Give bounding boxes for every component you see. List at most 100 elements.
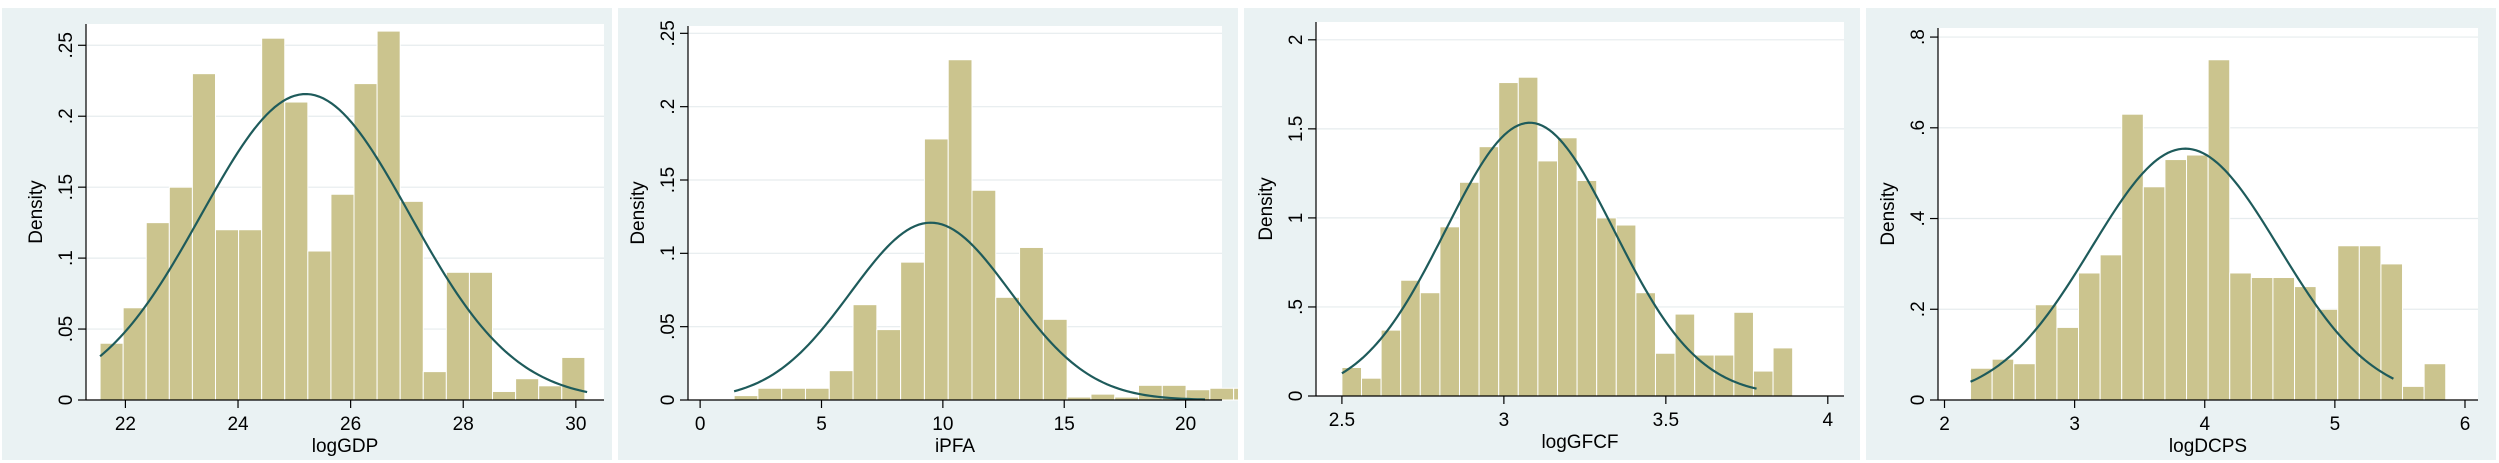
histogram-bar-8	[1498, 82, 1519, 397]
histogram-bar-3	[2034, 304, 2058, 401]
histogram-bar-7	[261, 37, 286, 401]
histogram-bar-6	[876, 329, 902, 401]
y-axis-title: Density	[1878, 182, 1899, 246]
x-tick-label-4: 30	[565, 414, 586, 435]
x-tick-label-1: 24	[227, 414, 249, 435]
histogram-bar-7	[1478, 146, 1500, 397]
x-tick-label-3: 4	[1823, 410, 1834, 431]
histogram-bar-2	[145, 222, 170, 401]
x-axis-title: logGFCF	[1541, 432, 1618, 453]
histogram-loggfcf-svg: 2.5 3 3.5 4 0 .5 1 1.5 2 logGFCF Density	[1256, 22, 1844, 453]
histogram-bar-3	[168, 186, 193, 401]
histogram-bar-3	[804, 387, 830, 401]
x-axis-title: iPFA	[935, 436, 975, 457]
histogram-bar-12	[2229, 272, 2252, 401]
x-tick-label-2: 3.5	[1653, 410, 1679, 431]
histogram-bar-10	[2186, 154, 2209, 401]
histogram-bar-9	[2164, 159, 2188, 401]
y-tick-label-1: .2	[1908, 301, 1929, 317]
histogram-bar-11	[2207, 59, 2231, 401]
histogram-bar-13	[1596, 217, 1617, 397]
histogram-bar-5	[1439, 226, 1460, 397]
x-tick-label-1: 3	[2069, 414, 2080, 435]
histogram-bar-20	[561, 356, 586, 401]
histogram-bar-12	[1019, 246, 1044, 401]
histogram-bar-18	[515, 378, 540, 401]
histogram-bar-15	[445, 271, 470, 401]
histogram-bar-8	[2142, 186, 2166, 401]
x-tick-label-1: 5	[816, 414, 827, 435]
y-tick-label-1: .05	[56, 316, 77, 342]
histogram-ipfa-svg: 0 5 10 15 20 0 .05 .1 .15 .2 .25 iPFA Density	[628, 20, 1238, 457]
y-tick-label-1: .5	[1286, 299, 1307, 315]
histogram-bar-17	[1674, 313, 1696, 397]
histogram-bar-21	[1752, 370, 1774, 397]
histogram-bar-4	[1419, 292, 1441, 397]
histogram-bar-5	[2078, 272, 2101, 401]
x-tick-label-2: 26	[340, 414, 361, 435]
histogram-bar-17	[492, 390, 517, 401]
x-tick-label-4: 20	[1175, 414, 1196, 435]
histogram-bar-12	[376, 30, 401, 401]
histogram-panel-loggfcf: 2.5 3 3.5 4 0 .5 1 1.5 2 logGFCF Density	[1244, 8, 1860, 460]
histogram-bar-20	[1209, 387, 1235, 401]
histogram-bar-2	[2013, 363, 2036, 401]
normal-density-curve	[99, 92, 588, 394]
histogram-bar-1	[757, 387, 783, 401]
x-tick-label-3: 28	[453, 414, 474, 435]
histogram-bar-14	[422, 371, 447, 401]
histogram-bar-10	[1537, 160, 1558, 397]
histogram-bar-10	[330, 193, 355, 401]
histogram-bar-9	[307, 250, 332, 401]
y-tick-label-1: .05	[658, 313, 679, 339]
y-tick-label-5: .25	[658, 20, 679, 46]
x-tick-label-0: 22	[115, 414, 136, 435]
histogram-panel-logdcps: 2 3 4 5 6 0 .2 .4 .6 .8 logDCPS Density	[1866, 8, 2496, 460]
histogram-bar-1	[1361, 377, 1382, 397]
histogram-bar-14	[1615, 224, 1637, 397]
histogram-bar-6	[238, 229, 263, 401]
x-axis-title: logDCPS	[2169, 436, 2247, 457]
histogram-bar-5	[852, 304, 878, 401]
histogram-bar-19	[2380, 263, 2404, 401]
histogram-bar-11	[995, 296, 1021, 401]
histogram-bar-5	[215, 229, 240, 401]
histogram-bar-21	[1233, 387, 1238, 401]
histogram-bar-20	[2402, 385, 2425, 401]
histogram-bar-0	[733, 395, 759, 401]
histogram-bar-18	[2358, 245, 2382, 401]
histogram-bar-15	[1635, 292, 1656, 397]
normal-density-curve	[1341, 121, 1757, 390]
histogram-bar-21	[2423, 363, 2447, 401]
histogram-bar-8	[923, 138, 949, 401]
histogram-bar-17	[2337, 245, 2360, 401]
histogram-bar-15	[2294, 286, 2317, 401]
x-tick-label-4: 6	[2460, 414, 2471, 435]
y-tick-label-0: 0	[1908, 395, 1929, 406]
y-tick-label-4: 2	[1286, 35, 1307, 46]
y-tick-label-0: 0	[658, 395, 679, 406]
y-axis-title: Density	[26, 180, 47, 244]
histogram-bar-2	[1380, 329, 1402, 397]
histogram-bar-6	[2099, 254, 2123, 401]
histogram-bar-15	[1090, 393, 1116, 401]
x-tick-label-2: 4	[2199, 414, 2210, 435]
histogram-bar-7	[900, 261, 925, 401]
y-axis-title: Density	[1256, 177, 1277, 241]
y-tick-label-0: 0	[56, 395, 77, 406]
normal-density-curve	[1970, 147, 2394, 383]
histogram-bar-4	[2056, 326, 2080, 401]
histogram-bar-4	[828, 370, 854, 401]
histogram-bar-10	[971, 189, 997, 401]
x-tick-label-2: 10	[932, 414, 953, 435]
histogram-bar-2	[781, 387, 806, 401]
x-tick-label-0: 0	[695, 414, 706, 435]
histogram-bar-14	[2272, 277, 2296, 401]
y-tick-label-2: .1	[658, 245, 679, 261]
normal-density-curve	[733, 221, 1206, 401]
histogram-bar-13	[1042, 318, 1068, 401]
x-tick-label-3: 15	[1054, 414, 1075, 435]
y-tick-label-5: .25	[56, 32, 77, 58]
histogram-bar-13	[2250, 277, 2274, 401]
